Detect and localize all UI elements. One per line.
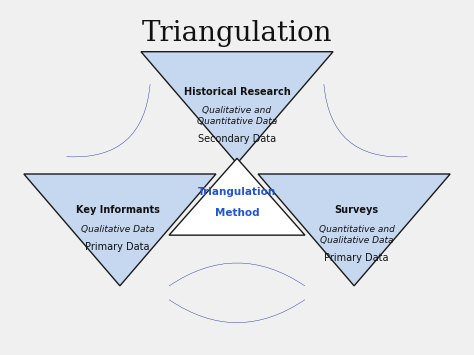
Text: Surveys: Surveys	[334, 206, 379, 215]
Polygon shape	[141, 52, 333, 164]
FancyArrowPatch shape	[66, 84, 150, 157]
Text: Key Informants: Key Informants	[76, 206, 159, 215]
Text: Method: Method	[215, 208, 259, 218]
FancyArrowPatch shape	[169, 263, 305, 286]
Text: Triangulation: Triangulation	[142, 20, 332, 47]
Text: Qualitative Data: Qualitative Data	[81, 225, 155, 234]
Polygon shape	[169, 158, 305, 235]
Text: Qualitative and
Quantitative Data: Qualitative and Quantitative Data	[197, 106, 277, 126]
FancyArrowPatch shape	[169, 300, 305, 323]
Text: Secondary Data: Secondary Data	[198, 134, 276, 144]
Text: Triangulation: Triangulation	[198, 187, 276, 197]
Polygon shape	[258, 174, 450, 286]
Text: Primary Data: Primary Data	[324, 253, 389, 263]
FancyArrowPatch shape	[324, 84, 408, 157]
Text: Primary Data: Primary Data	[85, 242, 150, 252]
Text: Historical Research: Historical Research	[183, 87, 291, 97]
Polygon shape	[24, 174, 216, 286]
Text: Quantitative and
Qualitative Data: Quantitative and Qualitative Data	[319, 225, 394, 245]
